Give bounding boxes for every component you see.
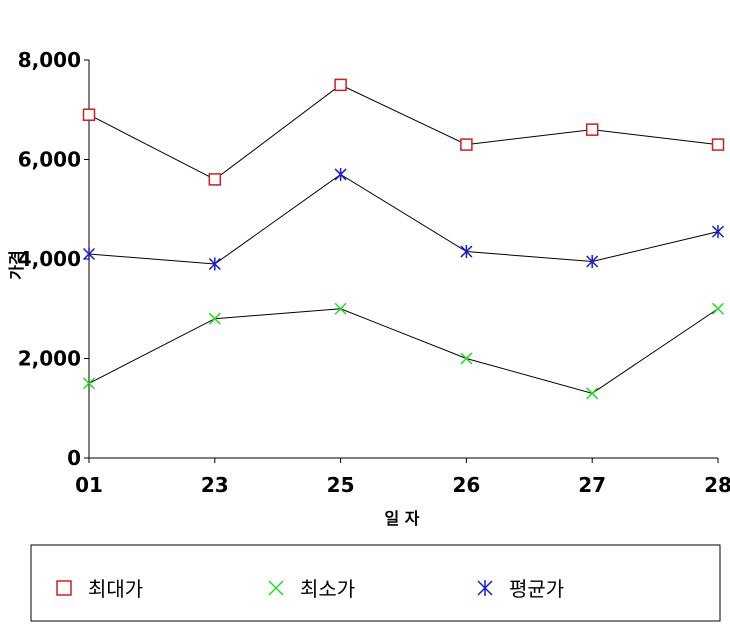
legend-marker <box>268 580 284 596</box>
data-point-marker <box>208 312 221 325</box>
x-tick-label: 26 <box>452 473 480 497</box>
legend-label: 평균가 <box>509 577 564 601</box>
data-point-marker <box>334 78 347 92</box>
legend-label: 최소가 <box>300 577 355 601</box>
y-tick-label: 6,000 <box>18 148 81 172</box>
y-tick-label: 4,000 <box>18 247 81 271</box>
y-tick-label: 2,000 <box>18 347 81 371</box>
y-axis-title: 가격 <box>7 250 26 279</box>
data-point-marker <box>711 138 725 151</box>
x-axis-title: 일 자 <box>384 509 419 528</box>
y-tick-label: 0 <box>67 446 81 470</box>
series-1 <box>82 78 725 186</box>
series-line <box>88 308 719 394</box>
data-point-marker-stroke <box>82 377 96 390</box>
series-3 <box>82 167 725 271</box>
data-point-marker <box>334 167 347 181</box>
data-point-marker-stroke <box>334 302 347 315</box>
y-tick-label: 8,000 <box>18 48 81 72</box>
legend-label: 최대가 <box>88 577 143 601</box>
x-tick-label: 28 <box>704 473 730 497</box>
data-point-marker <box>711 302 725 315</box>
data-point-marker <box>586 254 599 268</box>
data-point-marker <box>460 352 473 365</box>
legend-box <box>30 544 721 622</box>
data-point-marker <box>711 225 725 239</box>
legend-marker <box>56 580 72 596</box>
data-point-marker <box>585 123 599 136</box>
series-line <box>88 173 719 265</box>
x-tick-label: 27 <box>578 473 606 497</box>
data-point-marker <box>82 247 96 261</box>
x-tick-label: 23 <box>201 473 229 497</box>
data-point-marker-stroke <box>586 387 599 400</box>
legend-marker-stroke <box>268 580 284 596</box>
series-line <box>88 84 719 180</box>
x-tick-label: 25 <box>327 473 355 497</box>
data-point-marker-stroke <box>208 312 221 325</box>
data-point-marker-stroke <box>460 352 473 365</box>
data-point-marker <box>82 377 96 390</box>
data-point-marker <box>586 387 599 400</box>
legend-marker <box>477 580 493 596</box>
x-tick-label: 01 <box>75 473 103 497</box>
data-point-marker <box>334 302 347 315</box>
legend: 최대가 최소가 평균가 <box>30 544 721 622</box>
data-point-marker <box>460 245 473 259</box>
data-point-marker <box>208 257 221 271</box>
data-point-marker <box>208 173 222 186</box>
data-point-marker-stroke <box>711 302 725 315</box>
data-point-marker <box>82 108 96 121</box>
data-point-marker <box>460 138 473 151</box>
series-2 <box>82 302 725 400</box>
